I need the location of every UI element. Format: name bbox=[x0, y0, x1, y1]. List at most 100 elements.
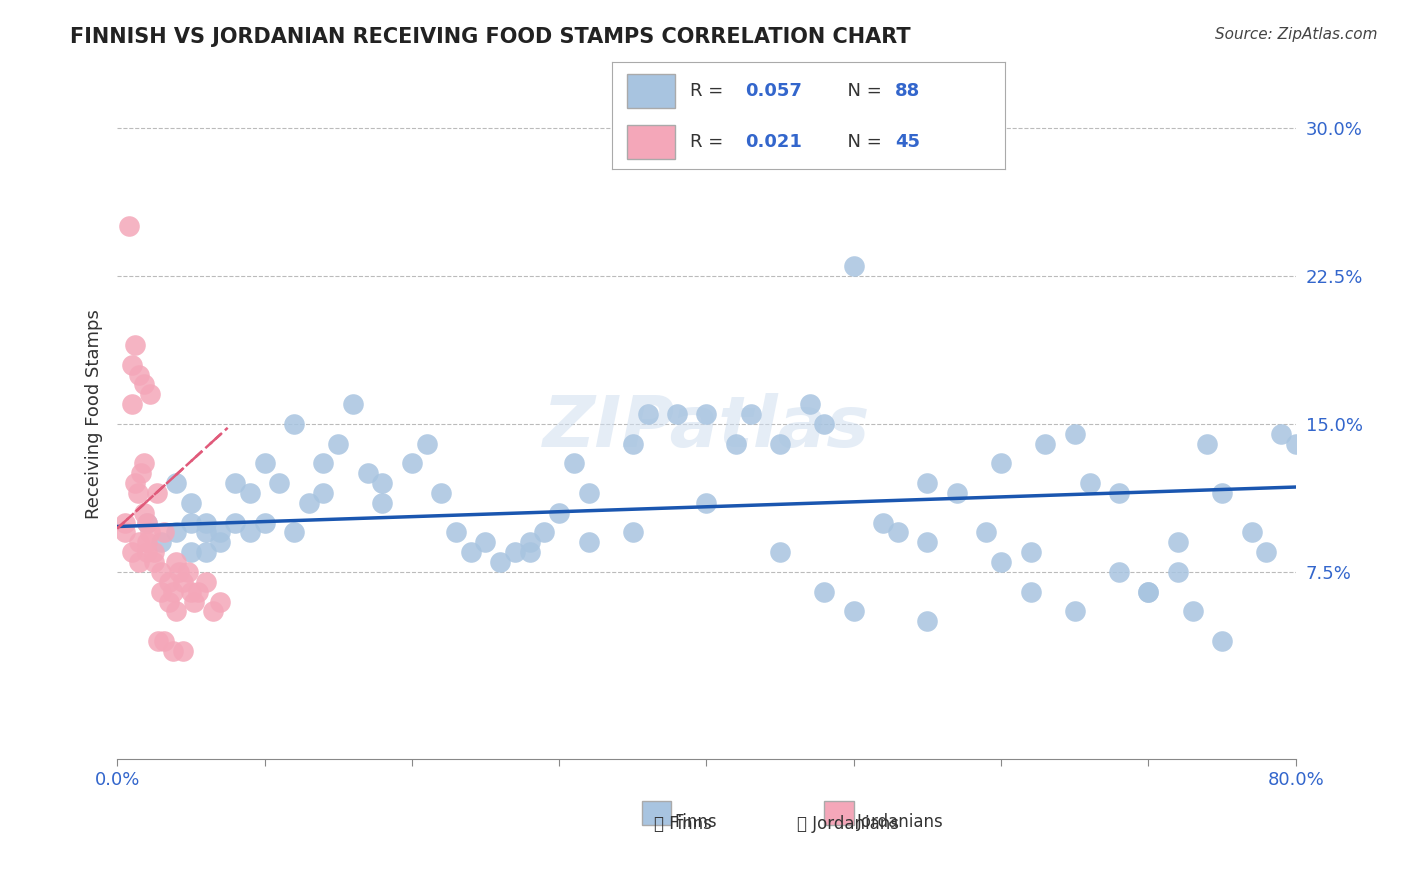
Point bbox=[132, 377, 155, 392]
Point bbox=[194, 545, 217, 559]
Point bbox=[165, 476, 187, 491]
Point bbox=[533, 525, 555, 540]
Point bbox=[1019, 584, 1042, 599]
Point bbox=[187, 584, 209, 599]
Point bbox=[444, 525, 467, 540]
Point bbox=[209, 535, 232, 549]
Point bbox=[157, 574, 180, 589]
Point bbox=[1019, 545, 1042, 559]
Point bbox=[724, 436, 747, 450]
Point bbox=[637, 407, 659, 421]
Point bbox=[328, 436, 350, 450]
Point bbox=[129, 467, 152, 481]
Point bbox=[183, 594, 205, 608]
Point bbox=[695, 407, 717, 421]
Text: 0.057: 0.057 bbox=[745, 82, 803, 100]
Point bbox=[1063, 426, 1085, 441]
Point bbox=[695, 496, 717, 510]
Point bbox=[946, 486, 969, 500]
Point bbox=[283, 417, 305, 431]
Point bbox=[519, 535, 541, 549]
Point bbox=[283, 525, 305, 540]
Point bbox=[143, 545, 166, 559]
Text: 0.021: 0.021 bbox=[745, 133, 803, 151]
Point bbox=[474, 535, 496, 549]
Point bbox=[177, 565, 200, 579]
Point bbox=[135, 545, 157, 559]
Point bbox=[917, 476, 939, 491]
Point bbox=[813, 584, 835, 599]
Point bbox=[460, 545, 482, 559]
Point bbox=[1256, 545, 1278, 559]
Point bbox=[503, 545, 526, 559]
Point bbox=[342, 397, 364, 411]
Point bbox=[578, 486, 600, 500]
Point bbox=[872, 516, 894, 530]
Text: ⬜ Jordanians: ⬜ Jordanians bbox=[797, 814, 898, 833]
Text: Source: ZipAtlas.com: Source: ZipAtlas.com bbox=[1215, 27, 1378, 42]
Point bbox=[769, 545, 792, 559]
Point bbox=[180, 496, 202, 510]
Point bbox=[128, 535, 150, 549]
Point bbox=[114, 516, 136, 530]
Point bbox=[813, 417, 835, 431]
Point bbox=[1078, 476, 1101, 491]
Point bbox=[157, 594, 180, 608]
Point bbox=[990, 456, 1012, 470]
Point bbox=[548, 506, 571, 520]
Point bbox=[401, 456, 423, 470]
Point bbox=[1167, 535, 1189, 549]
Point bbox=[415, 436, 437, 450]
Point bbox=[1197, 436, 1219, 450]
Point bbox=[519, 545, 541, 559]
Point bbox=[917, 535, 939, 549]
Point bbox=[167, 565, 190, 579]
Point bbox=[118, 219, 141, 234]
Point bbox=[1211, 486, 1233, 500]
Point bbox=[180, 545, 202, 559]
Point bbox=[224, 516, 246, 530]
Point bbox=[917, 614, 939, 628]
Point bbox=[135, 516, 157, 530]
Point bbox=[1240, 525, 1263, 540]
Text: ZIPatlas: ZIPatlas bbox=[543, 393, 870, 462]
FancyBboxPatch shape bbox=[824, 801, 853, 825]
Point bbox=[128, 555, 150, 569]
Point bbox=[121, 358, 143, 372]
Point bbox=[990, 555, 1012, 569]
Text: Finns: Finns bbox=[675, 814, 717, 831]
Point bbox=[132, 506, 155, 520]
Point bbox=[127, 486, 149, 500]
Point bbox=[135, 535, 157, 549]
Point bbox=[138, 525, 160, 540]
Point bbox=[173, 644, 195, 658]
Text: N =: N = bbox=[837, 82, 887, 100]
Point bbox=[298, 496, 321, 510]
Point bbox=[165, 525, 187, 540]
Point bbox=[150, 584, 173, 599]
Point bbox=[562, 456, 585, 470]
Point bbox=[253, 456, 276, 470]
Point bbox=[371, 496, 394, 510]
Point bbox=[312, 486, 335, 500]
Point bbox=[799, 397, 821, 411]
Point bbox=[162, 584, 184, 599]
Point bbox=[150, 535, 173, 549]
Point bbox=[150, 565, 173, 579]
Point bbox=[1137, 584, 1160, 599]
Point bbox=[146, 486, 169, 500]
Point bbox=[135, 516, 157, 530]
Text: N =: N = bbox=[837, 133, 887, 151]
Point bbox=[209, 525, 232, 540]
Point bbox=[1063, 604, 1085, 618]
Point bbox=[1137, 584, 1160, 599]
Point bbox=[121, 545, 143, 559]
Point bbox=[1108, 486, 1130, 500]
Point bbox=[578, 535, 600, 549]
FancyBboxPatch shape bbox=[627, 125, 675, 159]
Point bbox=[173, 574, 195, 589]
Point bbox=[128, 368, 150, 382]
Point bbox=[253, 516, 276, 530]
Point bbox=[1033, 436, 1056, 450]
Y-axis label: Receiving Food Stamps: Receiving Food Stamps bbox=[86, 309, 103, 519]
